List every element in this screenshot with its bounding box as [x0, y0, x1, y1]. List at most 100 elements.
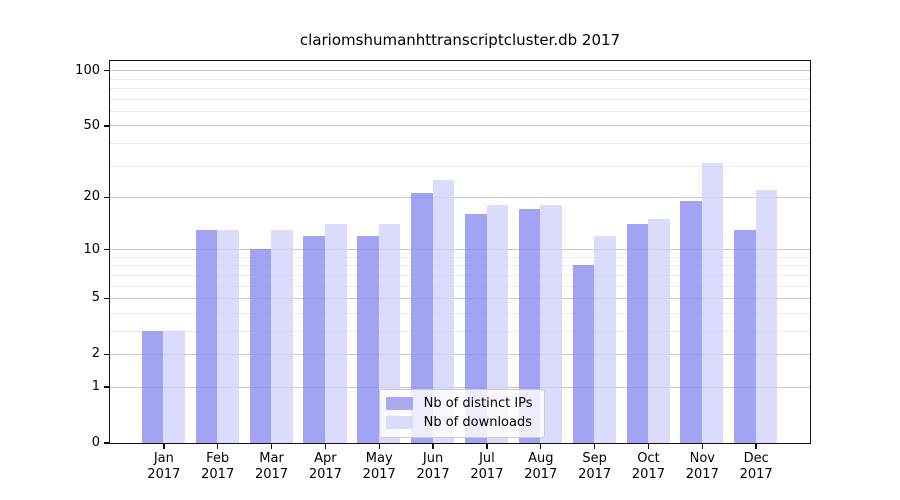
x-tick-label-mar: Mar 2017	[232, 451, 312, 483]
y-tick-label-20: 20	[83, 189, 100, 205]
bar-distinct-ips-apr	[303, 235, 325, 443]
bar-downloads-may	[378, 224, 401, 443]
x-tick-month-mar: Mar	[259, 451, 284, 466]
x-tick-month-may: May	[365, 451, 393, 466]
x-tick-month-apr: Apr	[314, 451, 337, 466]
y-tick-label-50: 50	[83, 117, 100, 133]
y-tick-20	[103, 196, 109, 199]
gridline-minor-60	[109, 111, 810, 113]
x-tick-year-jun: 2017	[416, 467, 450, 482]
gridline-minor-80	[109, 88, 810, 90]
x-tick-year-jan: 2017	[147, 467, 181, 482]
bar-downloads-aug	[540, 205, 562, 443]
gridline-minor-8	[109, 265, 810, 267]
bar-distinct-ips-mar	[249, 249, 272, 443]
bar-downloads-sep	[594, 235, 616, 443]
chart-title: clariomshumanhttranscriptcluster.db 2017	[299, 31, 621, 49]
plot-area: Nb of distinct IPs Nb of downloads	[108, 59, 811, 444]
x-tick-jul	[486, 444, 488, 450]
legend-label-downloads: Nb of downloads	[423, 414, 532, 430]
gridline-minor-9	[109, 256, 810, 258]
y-tick-0	[103, 442, 109, 444]
y-tick-label-2: 2	[91, 346, 100, 362]
bar-distinct-ips-aug	[518, 209, 541, 443]
gridline-major-20	[109, 197, 810, 199]
x-tick-may	[378, 444, 380, 450]
bar-downloads-nov	[701, 163, 724, 443]
x-tick-month-nov: Nov	[689, 451, 715, 466]
y-tick-1	[103, 386, 109, 388]
x-tick-month-feb: Feb	[206, 451, 230, 466]
x-tick-label-nov: Nov 2017	[662, 451, 742, 483]
x-tick-month-aug: Aug	[528, 451, 554, 466]
x-tick-year-jul: 2017	[470, 467, 504, 482]
x-tick-apr	[324, 444, 327, 450]
x-tick-year-aug: 2017	[524, 467, 558, 482]
x-tick-nov	[701, 444, 703, 450]
x-tick-label-oct: Oct 2017	[608, 451, 688, 483]
x-tick-label-sep: Sep 2017	[555, 451, 635, 483]
x-tick-month-jun: Jun	[422, 451, 444, 466]
x-tick-year-feb: 2017	[201, 467, 235, 482]
y-tick-10	[103, 248, 109, 251]
x-tick-year-may: 2017	[362, 467, 396, 482]
legend-label-distinct-ips: Nb of distinct IPs	[423, 395, 533, 411]
gridline-minor-6	[109, 285, 810, 287]
gridline-minor-7	[109, 274, 810, 276]
gridline-major-100	[109, 70, 810, 72]
bar-downloads-jun	[432, 179, 455, 443]
bar-distinct-ips-jul	[464, 214, 487, 443]
gridline-minor-4	[109, 312, 810, 314]
x-tick-label-feb: Feb 2017	[178, 451, 258, 483]
x-tick-sep	[593, 444, 596, 450]
gridline-major-2	[109, 353, 810, 355]
x-tick-month-jul: Jul	[479, 451, 495, 466]
y-tick-100	[103, 70, 109, 72]
x-tick-dec	[755, 444, 757, 450]
x-tick-label-may: May 2017	[339, 451, 419, 483]
y-tick-label-5: 5	[91, 290, 100, 306]
legend-item-downloads: Nb of downloads	[385, 414, 536, 431]
bar-downloads-jan	[163, 330, 185, 443]
y-tick-label-0: 0	[91, 435, 100, 450]
y-tick-5	[103, 297, 109, 300]
x-tick-label-jul: Jul 2017	[447, 451, 527, 483]
y-tick-50	[103, 125, 109, 127]
x-tick-month-oct: Oct	[637, 451, 660, 466]
gridline-major-50	[109, 125, 810, 127]
legend-item-distinct-ips: Nb of distinct IPs	[385, 395, 536, 412]
gridline-major-10	[109, 249, 810, 251]
bar-distinct-ips-jan	[141, 330, 164, 443]
y-tick-label-1: 1	[91, 379, 100, 395]
bar-downloads-apr	[324, 224, 347, 443]
bar-distinct-ips-may	[357, 235, 379, 443]
gridline-minor-90	[109, 78, 810, 80]
x-tick-label-jun: Jun 2017	[393, 451, 473, 483]
x-tick-year-sep: 2017	[578, 467, 612, 482]
gridline-minor-3	[109, 330, 810, 332]
legend-swatch-distinct-ips	[385, 397, 413, 411]
x-tick-label-aug: Aug 2017	[501, 451, 581, 483]
x-tick-jun	[432, 444, 434, 450]
bar-distinct-ips-sep	[572, 265, 595, 443]
x-tick-year-dec: 2017	[739, 467, 773, 482]
bar-downloads-jul	[486, 205, 509, 443]
y-tick-label-100: 100	[75, 62, 100, 78]
legend-swatch-downloads	[385, 416, 413, 430]
x-tick-label-apr: Apr 2017	[285, 451, 365, 483]
x-tick-jan	[163, 444, 165, 450]
bar-downloads-oct	[648, 218, 670, 443]
bar-downloads-mar	[271, 229, 293, 443]
gridline-major-5	[109, 298, 810, 300]
bar-distinct-ips-jun	[411, 193, 433, 443]
x-tick-oct	[647, 444, 650, 450]
y-tick-label-10: 10	[83, 241, 100, 257]
bar-distinct-ips-feb	[195, 229, 218, 443]
x-tick-mar	[270, 444, 273, 450]
x-tick-month-sep: Sep	[582, 451, 607, 466]
y-tick-2	[103, 353, 109, 356]
x-tick-year-oct: 2017	[631, 467, 665, 482]
gridline-minor-40	[109, 143, 810, 145]
x-tick-month-jan: Jan	[153, 451, 174, 466]
